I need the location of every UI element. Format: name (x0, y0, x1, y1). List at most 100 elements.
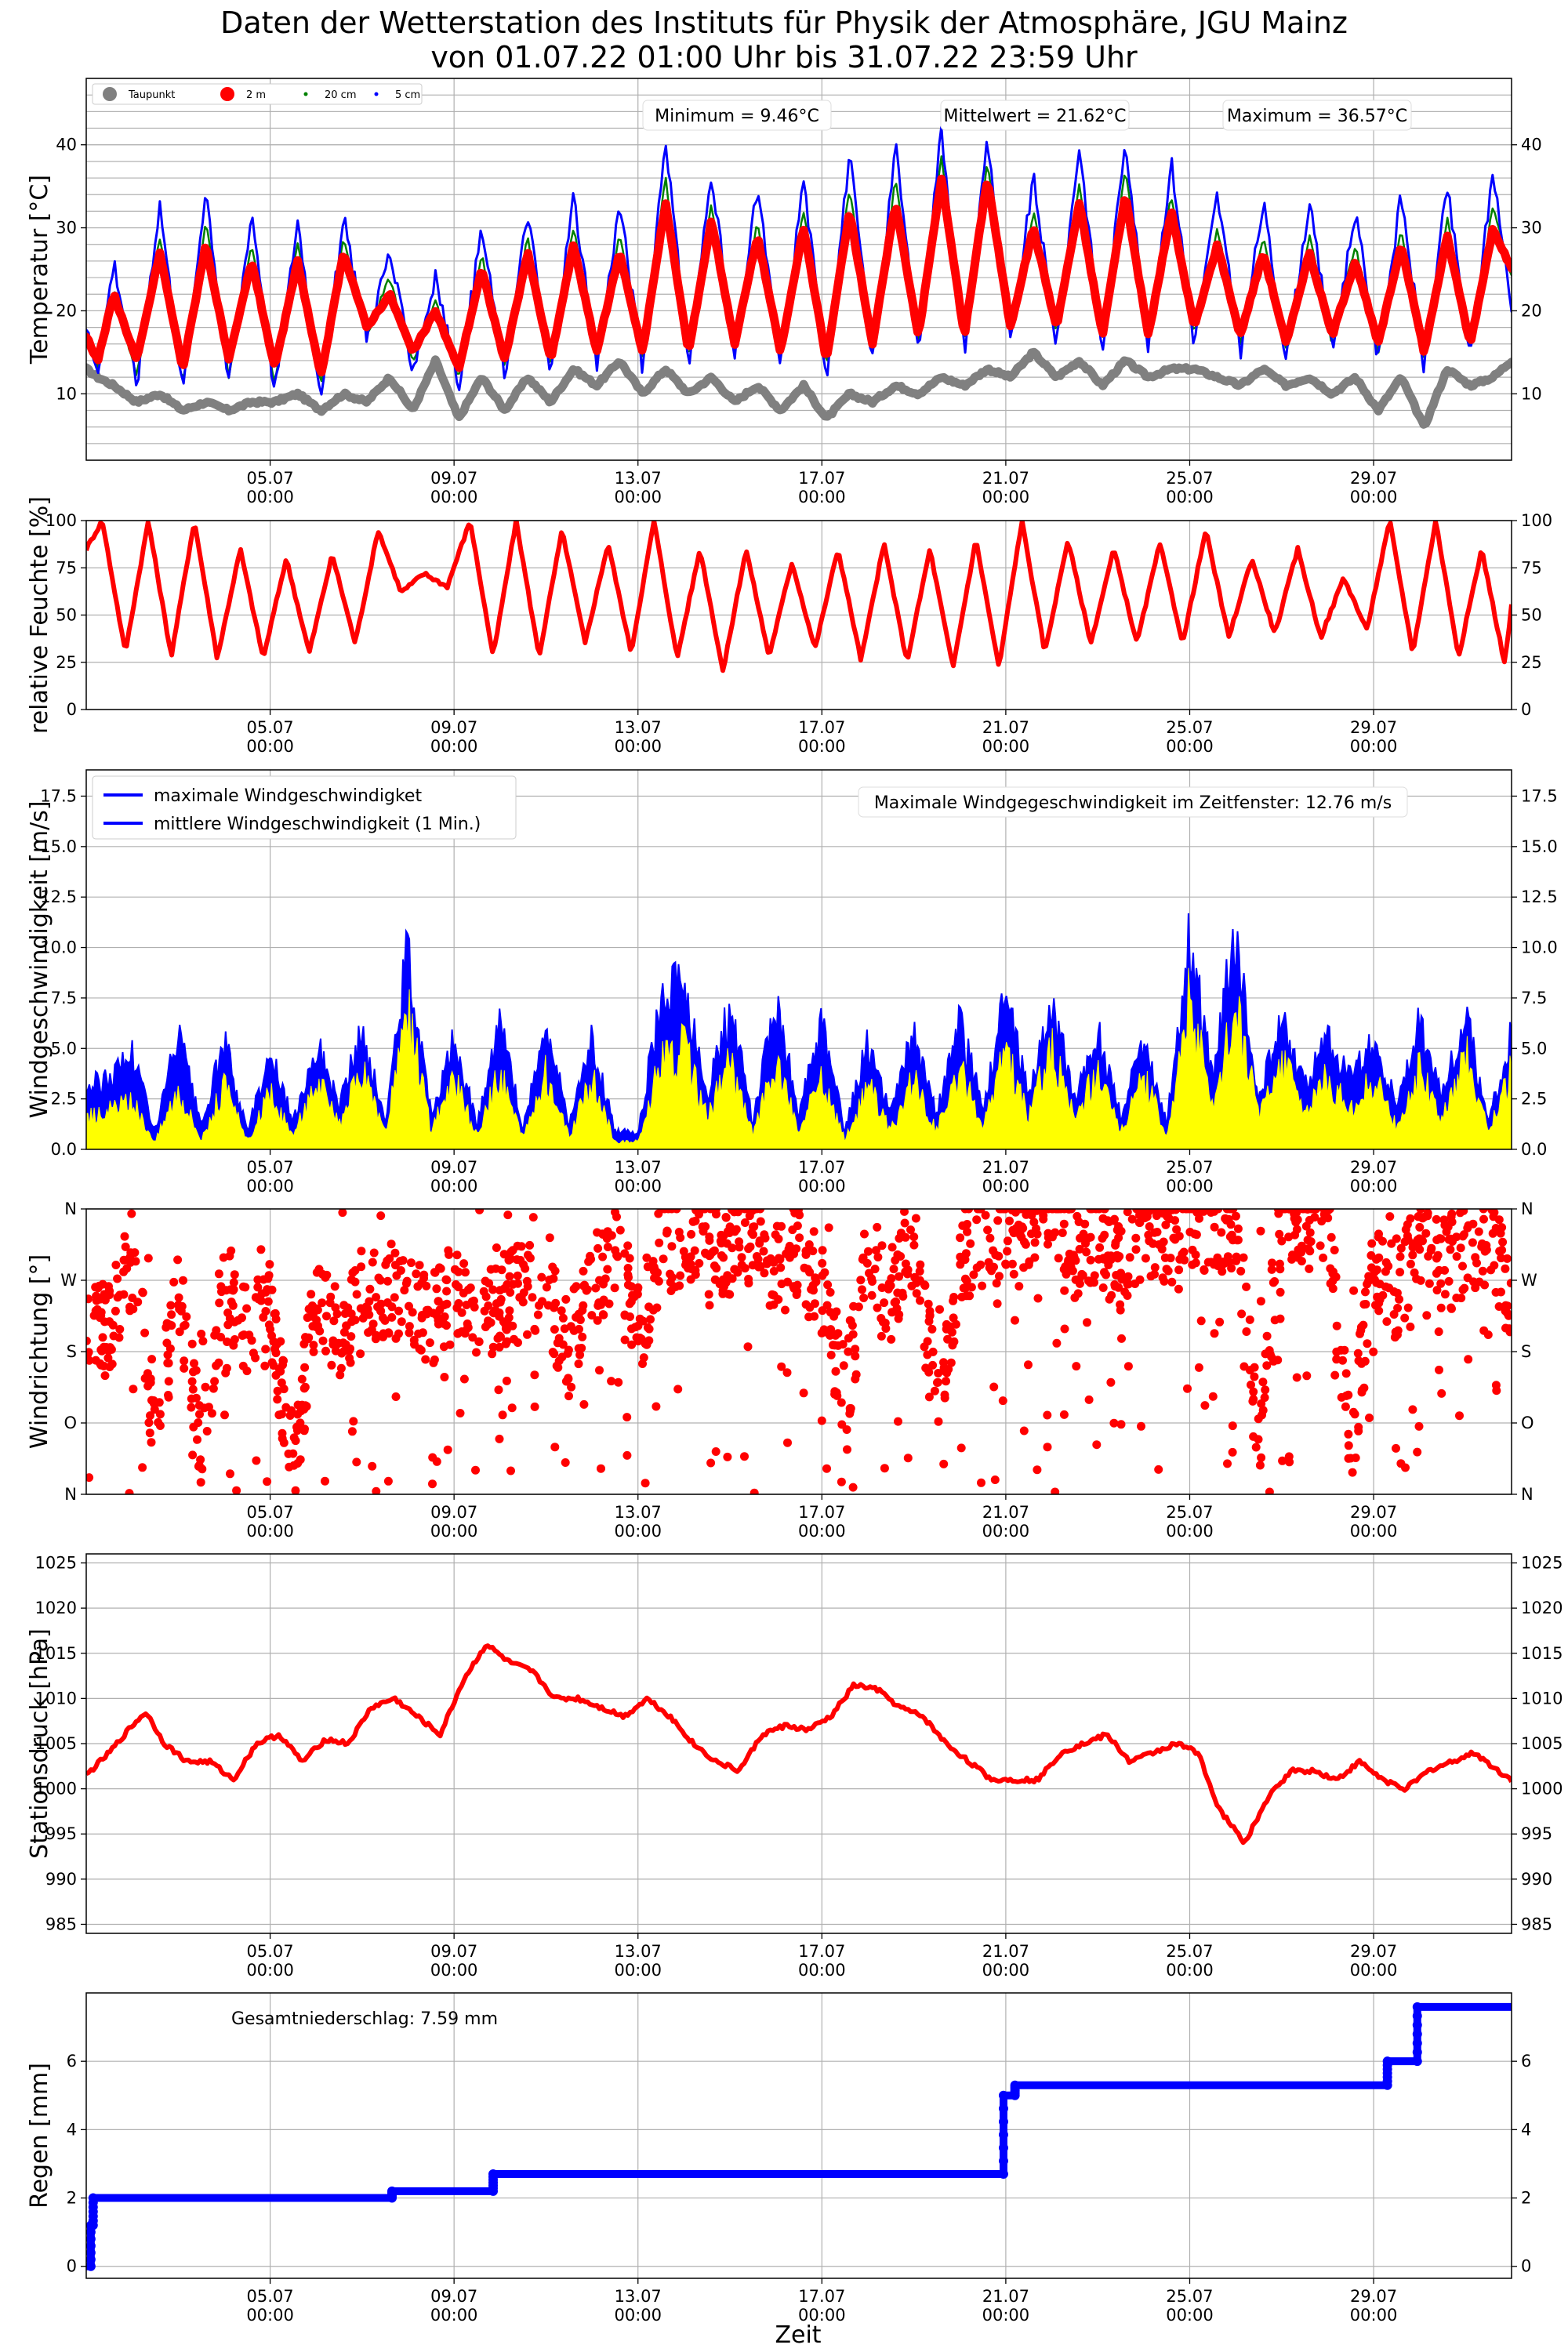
wind-direction-point (408, 1308, 417, 1317)
wind-direction-point (497, 1265, 506, 1275)
rain-point (1382, 2056, 1392, 2067)
wind-direction-point (1403, 1303, 1413, 1312)
x-tick-label-time: 00:00 (430, 737, 478, 756)
wind-direction-point (1188, 1260, 1197, 1269)
rain-point (998, 2156, 1008, 2166)
x-tick-label-date: 25.07 (1166, 469, 1213, 488)
wind-direction-point (799, 1388, 808, 1398)
wind-direction-point (495, 1331, 504, 1341)
y-tick-label-right: 6 (1521, 2052, 1531, 2071)
wind-direction-point (808, 1247, 818, 1256)
wind-direction-point (100, 1371, 110, 1381)
series-line-2-m (86, 174, 1512, 377)
x-tick-label-date: 09.07 (430, 718, 477, 737)
wind-direction-point (1011, 1316, 1019, 1325)
wind-direction-point (390, 1293, 399, 1302)
y-tick-label-left: 100 (45, 511, 77, 530)
y-tick-label-right: 75 (1521, 558, 1542, 577)
y-tick-label-right: 17.5 (1521, 786, 1558, 805)
x-tick-label-date: 13.07 (615, 1942, 662, 1961)
wind-direction-point (488, 1342, 498, 1352)
wind-direction-point (166, 1301, 176, 1310)
wind-direction-point (1033, 1209, 1042, 1214)
y-tick-label-right: O (1521, 1414, 1534, 1432)
wind-direction-point (1225, 1209, 1235, 1214)
wind-direction-point (263, 1477, 272, 1486)
wind-direction-point (1033, 1294, 1043, 1303)
wind-direction-point (744, 1275, 753, 1283)
wind-direction-point (415, 1261, 424, 1270)
wind-direction-point (558, 1313, 568, 1323)
y-tick-label-right: 15.0 (1521, 837, 1558, 856)
wind-direction-point (495, 1342, 504, 1352)
wind-direction-point (1250, 1372, 1259, 1381)
wind-direction-point (300, 1363, 310, 1372)
wind-direction-point (1503, 1308, 1512, 1318)
wind-direction-point (326, 1292, 336, 1301)
wind-direction-point (425, 1338, 434, 1348)
wind-direction-point (860, 1229, 869, 1239)
x-tick-label-date: 05.07 (247, 1503, 294, 1522)
wind-direction-point (887, 1334, 896, 1344)
wind-direction-point (1242, 1282, 1251, 1291)
wind-direction-point (1276, 1287, 1285, 1297)
wind-direction-point (1310, 1213, 1319, 1222)
wind-direction-point (1227, 1264, 1236, 1273)
wind-direction-point (1207, 1209, 1216, 1217)
legend-label: 20 cm (325, 89, 357, 101)
wind-direction-point (530, 1402, 539, 1411)
wind-direction-point (1433, 1250, 1443, 1260)
wind-direction-point (1284, 1452, 1294, 1461)
wind-direction-point (1261, 1385, 1270, 1395)
wind-direction-point (1226, 1220, 1236, 1229)
wind-direction-point (120, 1232, 129, 1241)
wind-direction-point (1440, 1290, 1450, 1299)
wind-direction-point (963, 1227, 972, 1236)
wind-direction-point (285, 1411, 295, 1420)
wind-direction-point (229, 1278, 238, 1287)
series-line-pressure (86, 1643, 1512, 1846)
wind-direction-point (495, 1434, 504, 1443)
wind-direction-point (193, 1435, 201, 1444)
wind-direction-point (1422, 1311, 1432, 1320)
wind-direction-point (397, 1317, 406, 1327)
wind-direction-point (1436, 1279, 1446, 1288)
wind-direction-point (1014, 1282, 1024, 1291)
x-tick-label-date: 17.07 (798, 718, 845, 737)
wind-direction-point (916, 1296, 924, 1305)
y-tick-label-left: 12.5 (40, 887, 77, 906)
y-tick-label-left: 995 (45, 1824, 77, 1843)
wind-direction-point (960, 1209, 970, 1214)
wind-direction-point (263, 1297, 273, 1306)
wind-direction-point (906, 1225, 915, 1235)
wind-direction-point (125, 1489, 134, 1494)
wind-direction-point (210, 1330, 220, 1340)
wind-direction-point (1458, 1232, 1468, 1241)
plot-area-pressure (86, 1643, 1512, 1846)
series-area-mean-wind (86, 967, 1512, 1149)
wind-direction-point (1479, 1214, 1488, 1224)
wind-direction-point (1019, 1426, 1029, 1436)
wind-direction-point (646, 1315, 655, 1324)
wind-direction-point (512, 1255, 521, 1265)
wind-direction-point (1014, 1220, 1023, 1229)
wind-direction-point (966, 1239, 975, 1248)
wind-direction-point (463, 1285, 473, 1294)
wind-direction-point (1353, 1348, 1363, 1358)
wind-direction-point (533, 1310, 543, 1319)
wind-direction-point (1044, 1209, 1053, 1214)
wind-direction-point (1268, 1258, 1276, 1268)
wind-direction-point (196, 1478, 205, 1487)
wind-direction-point (1210, 1222, 1219, 1232)
wind-direction-point (1000, 1209, 1010, 1214)
wind-direction-point (654, 1276, 663, 1286)
legend: Taupunkt 2 m 20 cm 5 cm (92, 83, 423, 105)
y-tick-label-left: 75 (56, 558, 77, 577)
wind-direction-point (1304, 1244, 1313, 1253)
wind-direction-point (260, 1361, 270, 1370)
wind-direction-point (352, 1290, 361, 1299)
y-tick-label-left: 25 (56, 653, 77, 672)
wind-direction-point (978, 1281, 987, 1290)
wind-direction-point (127, 1209, 136, 1218)
y-tick-label-right: 995 (1521, 1824, 1552, 1843)
